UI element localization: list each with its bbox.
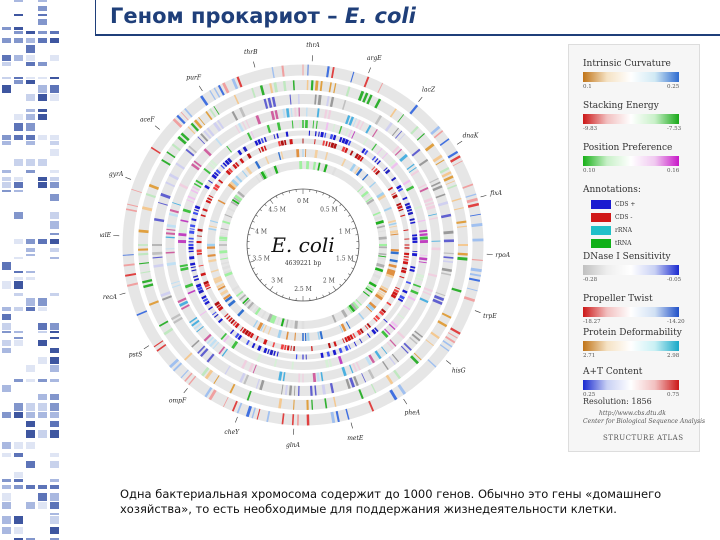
outer-gene-label: fixA [489,190,502,197]
legend-curvature-bar [583,72,679,82]
legend-stacking-bar [583,114,679,124]
legend-stacking-min: -9.83 [583,126,598,132]
legend-deform-max: 2.98 [667,353,680,359]
legend-resolution: Resolution: 1856 [583,397,652,406]
outer-gene-label: pheA [405,409,421,416]
inner-scale-tick-label: 2.5 M [294,286,312,293]
inner-scale-tick-label: 0.5 M [320,206,338,213]
legend-deform-min: 2.71 [583,353,596,359]
atlas-rings [122,64,484,426]
outer-gene-label: thrA [306,42,320,49]
inner-scale: 0 M 0.5 M 1 M 1.5 M 2 M 2.5 M 3 M 3.5 M 4 M 4.5 M [246,188,360,302]
outer-gene-label: metE [347,435,364,442]
legend-twist-bar [583,307,679,317]
legend-dnase-min: -0.28 [583,277,598,283]
legend-trna-swatch [591,239,611,248]
dna-barcode-decoration [2,0,59,540]
slide-caption: Одна бактериальная хромосома содержит до… [120,487,662,516]
inner-scale-tick-label: 3.5 M [252,256,270,263]
outer-gene-label: ompF [169,398,187,405]
legend-curvature-max: 0.25 [667,84,680,90]
legend-trna-label: tRNA [615,240,632,247]
legend-at-max: 0.75 [667,392,680,398]
legend-cds-plus-swatch [591,200,611,209]
inner-scale-tick-label: 1.5 M [336,256,354,263]
outer-gene-label: cheY [224,429,240,436]
outer-gene-label: aceF [140,117,155,124]
legend-annotations-label: Annotations: [583,185,641,195]
legend-footer: STRUCTURE ATLAS [603,434,684,442]
title-divider-vertical [95,0,96,36]
outer-gene-label: trpE [483,313,497,320]
legend-stacking-max: -7.53 [667,126,682,132]
legend-cds-plus-label: CDS + [615,201,636,208]
title-organism: E. coli [344,4,416,28]
inner-scale-tick-label: 3 M [271,278,283,285]
legend-credit-url: http://www.cbs.dtu.dk [599,410,666,417]
outer-gene-label: rpoA [495,252,510,259]
legend-deform-bar [583,341,679,351]
outer-gene-label: glnA [286,442,301,449]
legend-at-bar [583,380,679,390]
inner-scale-tick-label: 4 M [255,228,267,235]
legend-rrna-label: rRNA [615,227,632,234]
title-underline [95,34,720,36]
legend-cds-minus-label: CDS - [615,214,633,221]
legend-position-label: Position Preference [583,143,673,153]
legend-position-min: 0.10 [583,168,596,174]
genome-atlas-figure: 0 M 0.5 M 1 M 1.5 M 2 M 2.5 M 3 M 3.5 M 4 M 4.5 M… [100,42,511,449]
legend-dnase-label: DNase I Sensitivity [583,252,671,262]
legend-curvature-min: 0.1 [583,84,592,90]
outer-gene-labels: thrA argE lacZ dnaK fixA rpoA trpE hisG pheA metE… [100,42,511,449]
legend-deform-label: Protein Deformability [583,328,682,338]
legend-at-min: 0.25 [583,392,596,398]
legend-twist-max: -14.20 [667,319,685,325]
outer-gene-label: dnaK [463,133,479,140]
legend-rrna-swatch [591,226,611,235]
legend-dnase-bar [583,265,679,275]
inner-scale-tick-label: 0 M [297,198,309,205]
outer-gene-label: pstS [129,351,142,358]
inner-scale-tick-label: 1 M [339,228,351,235]
outer-gene-label: thrB [244,49,258,56]
legend-cds-minus-swatch [591,213,611,222]
organism-genome-size: 4639221 bp [285,260,321,267]
outer-gene-label: argE [367,55,382,62]
outer-gene-label: malE [100,232,112,239]
outer-gene-label: lacZ [422,86,436,93]
legend-position-bar [583,156,679,166]
legend-credit-org: Center for Biological Sequence Analysis [583,418,706,425]
outer-gene-label: gyrA [109,171,124,178]
slide-title: Геном прокариот – E. coli [110,4,416,28]
atlas-legend: Intrinsic Curvature 0.1 0.25 Stacking En… [568,44,705,452]
legend-curvature-label: Intrinsic Curvature [583,59,671,69]
legend-at-label: A+T Content [583,367,643,377]
inner-scale-tick-label: 2 M [323,278,335,285]
legend-dnase-max: -0.05 [667,277,682,283]
outer-gene-label: purF [186,75,202,82]
outer-gene-label: hisG [452,367,466,374]
organism-name: E. coli [270,233,334,257]
legend-stacking-label: Stacking Energy [583,101,659,111]
outer-gene-label: recA [103,294,118,301]
legend-position-max: 0.16 [667,168,680,174]
legend-twist-label: Propeller Twist [583,294,653,304]
legend-twist-min: -18.27 [583,319,601,325]
inner-scale-tick-label: 4.5 M [268,206,286,213]
title-text: Геном прокариот – [110,4,345,28]
